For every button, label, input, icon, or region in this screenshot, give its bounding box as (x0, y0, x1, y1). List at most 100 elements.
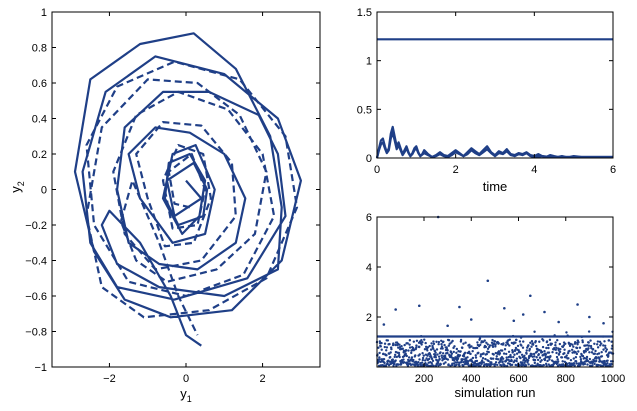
simulation-point (514, 346, 518, 350)
simulation-point (437, 343, 440, 346)
simulation-point (476, 341, 479, 344)
simulation-point (602, 348, 605, 351)
simulation-xlabel: simulation run (455, 385, 536, 400)
simulation-point (527, 363, 530, 366)
simulation-series (375, 215, 615, 368)
simulation-point (418, 353, 421, 356)
simulation-point (599, 344, 602, 347)
simulation-point (518, 350, 522, 354)
phase-ytick-label: 0.4 (32, 114, 47, 126)
simulation-point (397, 351, 401, 355)
simulation-point (561, 360, 564, 363)
simulation-point (438, 357, 441, 361)
simulation-point (533, 330, 536, 333)
simulation-point (509, 356, 513, 359)
simulation-point (599, 342, 603, 345)
simulation-point (451, 339, 454, 343)
simulation-point (548, 338, 552, 342)
simulation-plot: 200 400 600 800 1000 2 4 6 simulation run (366, 212, 625, 400)
simulation-point (421, 341, 424, 344)
simulation-point (435, 340, 438, 343)
simulation-point (545, 364, 548, 368)
simulation-point (542, 339, 545, 342)
simulation-point (607, 354, 610, 358)
simulation-point (525, 352, 528, 355)
simulation-point (572, 345, 575, 348)
time-ytick-label: 1.5 (357, 7, 372, 19)
simulation-point (482, 352, 485, 355)
phase-xlabel-subscript: 1 (187, 394, 192, 404)
simulation-point (439, 363, 442, 366)
simulation-point (565, 331, 568, 334)
simulation-point (538, 356, 542, 359)
simulation-point (544, 353, 548, 356)
simulation-point (523, 354, 526, 357)
time-ytick-label: 1 (366, 56, 372, 68)
simulation-point (408, 343, 411, 346)
simulation-point (380, 341, 383, 345)
simulation-point (515, 359, 518, 363)
simulation-outlier-point (503, 306, 506, 310)
simulation-point (556, 360, 560, 363)
simulation-point (402, 358, 405, 361)
simulation-point (590, 351, 594, 354)
simulation-point (513, 353, 516, 356)
simulation-point (398, 353, 401, 357)
simulation-point (606, 362, 609, 365)
simulation-point (488, 344, 492, 347)
simulation-point (466, 362, 470, 365)
simulation-point (572, 362, 576, 365)
simulation-point (389, 355, 392, 359)
simulation-point (524, 357, 528, 360)
simulation-point (466, 356, 469, 359)
simulation-point (385, 346, 389, 349)
simulation-plot-frame (376, 216, 614, 368)
simulation-point (557, 352, 561, 356)
simulation-point (393, 362, 396, 366)
simulation-point (533, 361, 537, 365)
simulation-point (406, 342, 409, 345)
simulation-point (432, 347, 435, 350)
simulation-point (595, 359, 598, 363)
simulation-xtick-label: 600 (509, 373, 527, 385)
simulation-point (587, 347, 590, 350)
simulation-point (484, 345, 488, 349)
simulation-point (388, 342, 391, 346)
simulation-point (587, 341, 590, 344)
time-plot: 0 2 4 6 0 0.5 1 1.5 time (357, 7, 616, 194)
simulation-point (512, 355, 515, 359)
simulation-point (423, 338, 426, 341)
simulation-point (453, 345, 456, 348)
simulation-point (477, 351, 480, 355)
simulation-point (432, 340, 435, 343)
simulation-point (383, 361, 386, 365)
simulation-point (500, 364, 503, 367)
simulation-outlier-point (417, 304, 421, 308)
time-series (375, 38, 613, 159)
simulation-point (505, 358, 509, 361)
simulation-point (527, 344, 530, 347)
simulation-xtick-label: 400 (462, 373, 480, 385)
simulation-point (552, 347, 556, 350)
simulation-point (501, 357, 505, 360)
simulation-point (610, 362, 613, 366)
simulation-outlier-point (602, 321, 605, 325)
simulation-point (555, 355, 559, 359)
simulation-point (494, 361, 498, 364)
phase-ytick-label: 0.8 (32, 43, 47, 55)
simulation-point (453, 359, 456, 362)
simulation-point (497, 341, 500, 345)
simulation-point (593, 352, 597, 355)
simulation-point (534, 340, 537, 343)
simulation-point (468, 364, 472, 367)
simulation-point (479, 364, 482, 367)
simulation-point (574, 341, 577, 344)
simulation-point (442, 340, 445, 343)
simulation-point (440, 345, 444, 348)
simulation-point (535, 356, 538, 359)
simulation-point (491, 338, 494, 342)
phase-ytick-label: −0.8 (25, 327, 47, 339)
phase-ylabel-subscript: 2 (16, 181, 26, 186)
simulation-point (501, 349, 504, 352)
simulation-point (424, 362, 427, 365)
